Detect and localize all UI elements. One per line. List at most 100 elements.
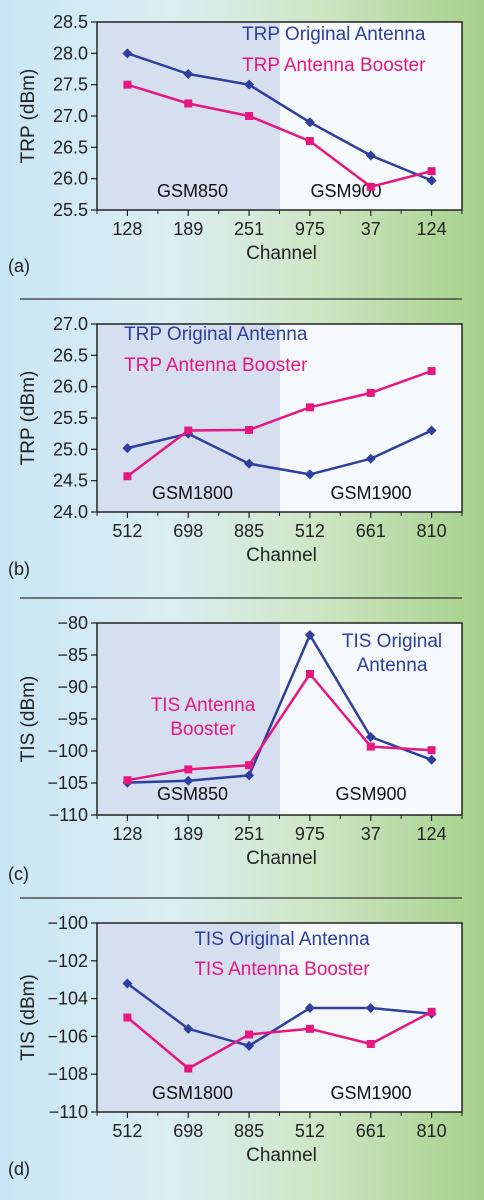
- y-axis-label: TRP (dBm): [18, 69, 39, 164]
- data-point-diamond: [122, 443, 133, 454]
- data-point-diamond: [304, 630, 315, 640]
- legend-entry: TIS Antenna Booster: [194, 959, 370, 980]
- data-point-diamond: [304, 1003, 315, 1014]
- legend-entry: TIS Original Antenna: [194, 929, 370, 950]
- data-point-diamond: [122, 48, 133, 59]
- y-tick-label: 27.0: [53, 106, 88, 126]
- data-point-square: [305, 403, 314, 412]
- y-tick-label: −85: [57, 645, 88, 665]
- x-tick-label: 810: [417, 521, 447, 541]
- data-point-square: [305, 1024, 314, 1033]
- panel-label: (c): [8, 864, 29, 884]
- y-tick-label: −110: [49, 805, 88, 825]
- band-region-1: [97, 324, 280, 512]
- x-tick-label: 189: [173, 219, 203, 239]
- y-tick-label: 24.5: [53, 471, 88, 491]
- y-tick-label: −95: [57, 709, 88, 729]
- x-tick-label: 189: [173, 824, 203, 844]
- legend-entry-booster: TIS Antenna Booster: [151, 695, 256, 740]
- data-point-square: [427, 746, 436, 755]
- y-tick-label: 28.5: [53, 12, 88, 32]
- data-point-diamond: [365, 453, 376, 464]
- band-label: GSM850: [157, 784, 228, 804]
- data-point-diamond: [365, 1003, 376, 1014]
- y-tick-label: 27.0: [53, 314, 88, 334]
- data-point-diamond: [244, 1040, 255, 1051]
- y-tick-label: 26.0: [53, 377, 88, 397]
- y-tick-label: −104: [47, 989, 88, 1009]
- x-tick-label: 512: [295, 1121, 325, 1141]
- band-label: GSM850: [157, 181, 228, 201]
- data-point-square: [366, 742, 375, 751]
- data-point-square: [366, 1039, 375, 1048]
- y-tick-label: −110: [49, 1102, 88, 1122]
- y-tick-label: −80: [57, 613, 88, 633]
- x-tick-label: 128: [112, 219, 142, 239]
- x-tick-label: 124: [417, 219, 447, 239]
- y-axis-label: TIS (dBm): [18, 974, 39, 1061]
- x-axis-label: Channel: [246, 545, 317, 566]
- y-tick-label: 25.5: [53, 408, 88, 428]
- legend-entry-original: TIS Original Antenna: [342, 631, 442, 676]
- legend-entry-line: TIS Original: [342, 631, 442, 652]
- band-label: GSM1900: [330, 1083, 411, 1103]
- data-point-diamond: [183, 775, 194, 786]
- data-point-square: [305, 670, 314, 678]
- y-tick-label: 26.0: [53, 169, 88, 189]
- x-axis-label: Channel: [246, 1145, 317, 1166]
- data-point-square: [427, 367, 436, 375]
- series-line: [127, 429, 433, 476]
- legend-entry: TRP Original Antenna: [242, 24, 426, 45]
- x-tick-label: 885: [234, 1121, 264, 1141]
- y-tick-label: −108: [47, 1064, 88, 1084]
- legend-entry-line: TIS Antenna: [151, 695, 256, 716]
- data-point-diamond: [365, 150, 376, 161]
- data-point-diamond: [304, 117, 315, 128]
- x-tick-label: 251: [234, 219, 264, 239]
- y-tick-label: −102: [47, 951, 88, 971]
- data-point-square: [427, 1007, 436, 1016]
- x-axis-label: Channel: [246, 243, 317, 264]
- x-tick-label: 37: [361, 824, 381, 844]
- data-point-square: [245, 112, 254, 120]
- data-point-square: [245, 761, 254, 770]
- series-line: [127, 83, 432, 189]
- band-label: GSM900: [310, 181, 381, 201]
- x-tick-label: 512: [112, 1121, 142, 1141]
- data-point-diamond: [244, 458, 255, 469]
- x-axis-label: Channel: [246, 848, 317, 869]
- data-point-square: [245, 1030, 254, 1039]
- x-tick-label: 124: [417, 824, 447, 844]
- y-tick-label: 26.5: [53, 137, 88, 157]
- data-point-diamond: [244, 770, 255, 781]
- data-point-diamond: [244, 79, 255, 90]
- y-tick-label: −106: [47, 1026, 88, 1046]
- panel-label: (d): [8, 1159, 30, 1179]
- x-tick-label: 512: [112, 521, 142, 541]
- x-tick-label: 698: [173, 1121, 203, 1141]
- series-line: [126, 1010, 433, 1070]
- x-tick-label: 512: [295, 521, 325, 541]
- x-tick-label: 698: [173, 521, 203, 541]
- data-point-diamond: [183, 69, 194, 80]
- data-point-diamond: [365, 732, 376, 742]
- panel-label: (b): [8, 559, 30, 579]
- data-point-square: [305, 137, 314, 146]
- x-tick-label: 661: [356, 1121, 386, 1141]
- x-tick-label: 975: [295, 824, 325, 844]
- x-tick-label: 885: [234, 521, 264, 541]
- data-point-square: [184, 765, 193, 774]
- band-label: GSM1800: [152, 1083, 233, 1103]
- band-label: GSM1900: [330, 483, 411, 503]
- data-point-square: [245, 425, 254, 434]
- data-point-square: [184, 1064, 193, 1073]
- x-tick-label: 975: [295, 219, 325, 239]
- band-region-2: [280, 623, 462, 815]
- y-tick-label: −100: [47, 913, 88, 933]
- x-tick-label: 661: [356, 521, 386, 541]
- panel-label: (a): [8, 256, 30, 276]
- band-label: GSM1800: [152, 483, 233, 503]
- series-line: [126, 982, 432, 1048]
- data-point-square: [366, 182, 375, 191]
